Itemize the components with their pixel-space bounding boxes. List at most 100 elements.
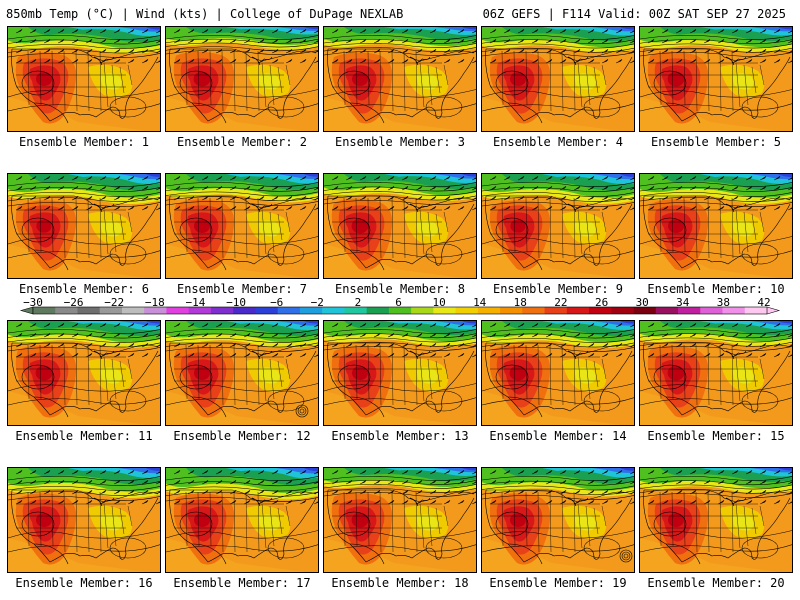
member-caption-12: Ensemble Member: 12	[173, 429, 311, 443]
colorbar-swatch	[344, 307, 368, 314]
colorbar-swatch	[322, 307, 345, 314]
member-map-16	[7, 467, 161, 573]
colorbar-swatch	[366, 307, 390, 314]
member-caption-3: Ensemble Member: 3	[334, 135, 466, 149]
colorbar-swatch	[299, 307, 323, 314]
temperature-map-15	[640, 321, 792, 425]
colorbar-label: 30	[636, 296, 649, 309]
colorbar-label: −14	[185, 296, 205, 309]
colorbar-swatch	[455, 307, 479, 314]
colorbar-swatch	[522, 307, 545, 314]
colorbar-label: 26	[595, 296, 608, 309]
member-caption-8: Ensemble Member: 8	[334, 282, 466, 296]
temperature-map-6	[8, 174, 160, 278]
colorbar-label: −18	[145, 296, 165, 309]
member-caption-4: Ensemble Member: 4	[492, 135, 624, 149]
temperature-map-18	[324, 468, 476, 572]
colorbar-swatch	[500, 307, 523, 314]
colorbar-label: 34	[676, 296, 690, 309]
temperature-map-11	[8, 321, 160, 425]
temperature-map-16	[8, 468, 160, 572]
colorbar-label: 42	[757, 296, 770, 309]
temperature-map-8	[324, 174, 476, 278]
colorbar-label: −30	[23, 296, 43, 309]
colorbar-swatch	[144, 307, 167, 314]
member-map-14	[481, 320, 635, 426]
member-caption-2: Ensemble Member: 2	[176, 135, 308, 149]
colorbar-label: 10	[432, 296, 445, 309]
member-caption-1: Ensemble Member: 1	[18, 135, 150, 149]
colorbar-swatch	[277, 307, 301, 314]
member-map-12	[165, 320, 319, 426]
colorbar-swatch	[700, 307, 723, 314]
chart-title: 850mb Temp (°C) | Wind (kts) | College o…	[6, 7, 404, 21]
colorbar-swatch	[477, 307, 501, 314]
member-map-18	[323, 467, 477, 573]
member-map-6	[7, 173, 161, 279]
colorbar-swatch	[589, 307, 612, 314]
colorbar-swatch	[411, 307, 434, 314]
colorbar-swatch	[210, 307, 234, 314]
colorbar-label: 22	[554, 296, 567, 309]
member-caption-7: Ensemble Member: 7	[176, 282, 308, 296]
colorbar-swatch	[33, 307, 56, 314]
member-map-13	[323, 320, 477, 426]
temperature-map-2	[166, 27, 318, 131]
member-map-11	[7, 320, 161, 426]
member-caption-20: Ensemble Member: 20	[647, 576, 785, 590]
member-caption-17: Ensemble Member: 17	[173, 576, 311, 590]
member-caption-9: Ensemble Member: 9	[492, 282, 624, 296]
member-map-8	[323, 173, 477, 279]
temperature-map-4	[482, 27, 634, 131]
member-caption-16: Ensemble Member: 16	[15, 576, 153, 590]
member-map-19	[481, 467, 635, 573]
member-map-10	[639, 173, 793, 279]
member-caption-10: Ensemble Member: 10	[647, 282, 785, 296]
colorbar-swatch	[655, 307, 679, 314]
temperature-map-12	[166, 321, 318, 425]
member-caption-11: Ensemble Member: 11	[15, 429, 153, 443]
member-map-20	[639, 467, 793, 573]
member-caption-6: Ensemble Member: 6	[18, 282, 150, 296]
member-caption-19: Ensemble Member: 19	[489, 576, 627, 590]
colorbar-swatch	[255, 307, 279, 314]
member-map-17	[165, 467, 319, 573]
member-caption-13: Ensemble Member: 13	[331, 429, 469, 443]
colorbar-swatch	[633, 307, 657, 314]
member-map-1	[7, 26, 161, 132]
member-map-9	[481, 173, 635, 279]
member-caption-15: Ensemble Member: 15	[647, 429, 785, 443]
temperature-map-5	[640, 27, 792, 131]
colorbar-swatch	[233, 307, 256, 314]
colorbar-swatch	[55, 307, 78, 314]
colorbar-swatch	[188, 307, 212, 314]
colorbar-label: −26	[64, 296, 84, 309]
colorbar-label: 2	[355, 296, 362, 309]
colorbar-label: 38	[717, 296, 730, 309]
colorbar-swatch	[544, 307, 568, 314]
colorbar-swatch	[99, 307, 123, 314]
temperature-map-7	[166, 174, 318, 278]
member-map-15	[639, 320, 793, 426]
member-map-2	[165, 26, 319, 132]
colorbar-swatch	[433, 307, 456, 314]
colorbar-label: 6	[395, 296, 402, 309]
colorbar-label: −2	[311, 296, 324, 309]
temperature-map-10	[640, 174, 792, 278]
member-map-3	[323, 26, 477, 132]
temperature-map-20	[640, 468, 792, 572]
colorbar-swatch	[611, 307, 634, 314]
temperature-map-14	[482, 321, 634, 425]
colorbar-swatch	[566, 307, 590, 314]
colorbar-label: 14	[473, 296, 487, 309]
temperature-map-19	[482, 468, 634, 572]
colorbar-label: 18	[514, 296, 527, 309]
colorbar-swatch	[744, 307, 768, 314]
member-caption-14: Ensemble Member: 14	[489, 429, 627, 443]
member-caption-5: Ensemble Member: 5	[650, 135, 782, 149]
temperature-map-13	[324, 321, 476, 425]
member-caption-18: Ensemble Member: 18	[331, 576, 469, 590]
colorbar-swatch	[678, 307, 701, 314]
colorbar-label: −22	[104, 296, 124, 309]
member-map-4	[481, 26, 635, 132]
